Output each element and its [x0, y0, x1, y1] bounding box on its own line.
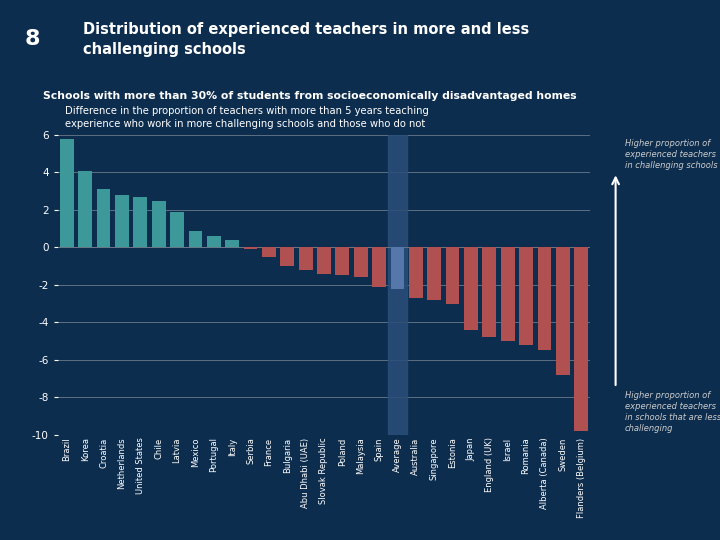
Bar [372, 247, 386, 287]
Text: Higher proportion of
experienced teachers
in challenging schools: Higher proportion of experienced teacher… [625, 139, 718, 170]
Bar [575, 247, 588, 431]
Bar [207, 236, 220, 247]
Bar [152, 200, 166, 247]
Text: 8: 8 [24, 29, 40, 50]
Bar [189, 231, 202, 247]
Bar [280, 247, 294, 266]
Bar [170, 212, 184, 247]
Bar [243, 247, 258, 249]
Bar [519, 247, 533, 345]
Bar [336, 247, 349, 275]
Bar [428, 247, 441, 300]
Bar [482, 247, 496, 338]
Bar [538, 247, 552, 350]
Bar [115, 195, 129, 247]
Text: Higher proportion of
experienced teachers
in schools that are less
challenging: Higher proportion of experienced teacher… [625, 390, 720, 433]
Bar [317, 247, 331, 274]
Bar [388, 135, 407, 435]
Bar [556, 247, 570, 375]
Bar [60, 139, 73, 247]
Bar [299, 247, 312, 270]
Bar [501, 247, 515, 341]
Text: Difference in the proportion of teachers with more than 5 years teaching
experie: Difference in the proportion of teachers… [65, 106, 428, 129]
Bar [409, 247, 423, 298]
Bar [225, 240, 239, 247]
Text: Schools with more than 30% of students from socioeconomically disadvantaged home: Schools with more than 30% of students f… [43, 91, 577, 101]
Bar [464, 247, 478, 330]
Bar [391, 247, 405, 288]
Bar [262, 247, 276, 256]
Bar [78, 171, 92, 247]
Bar [133, 197, 147, 247]
Bar [446, 247, 459, 303]
Bar [354, 247, 368, 278]
Text: Distribution of experienced teachers in more and less
challenging schools: Distribution of experienced teachers in … [83, 22, 529, 57]
Bar [96, 190, 110, 247]
